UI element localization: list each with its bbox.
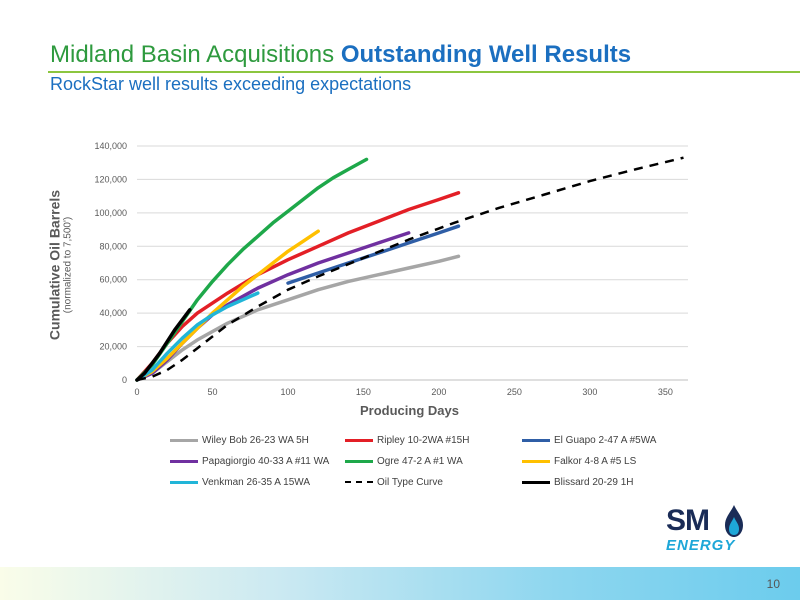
x-tick-label: 150 [356, 387, 371, 397]
legend-item: Ogre 47-2 A #1 WA [345, 453, 463, 469]
series-line-blissard-20-29-1h [135, 308, 192, 382]
legend-swatch [345, 481, 373, 483]
x-tick-label: 350 [658, 387, 673, 397]
page-number: 10 [766, 577, 780, 591]
legend-label: Venkman 26-35 A 15WA [202, 476, 311, 488]
y-tick-label: 60,000 [99, 275, 127, 285]
chart-svg: 0 20,000 40,000 60,000 80,000 100,000 120,000 1… [94, 141, 688, 397]
legend-swatch [345, 438, 373, 442]
legend-label: Papagiorgio 40-33 A #11 WA [202, 455, 330, 467]
legend-label: Falkor 4-8 A #5 LS [554, 455, 637, 467]
legend-item: Falkor 4-8 A #5 LS [522, 453, 636, 469]
flame-icon [725, 505, 743, 537]
legend-label: El Guapo 2-47 A #5WA [554, 434, 657, 446]
logo-sm-text: SM [666, 504, 710, 537]
title-part-1: Midland Basin Acquisitions [50, 41, 341, 68]
series-line-ripley-10-2wa-15h [135, 191, 461, 382]
legend-item: Wiley Bob 26-23 WA 5H [170, 432, 309, 448]
legend-label: Oil Type Curve [377, 476, 443, 488]
company-logo: SM ENERGY [666, 500, 756, 560]
y-axis-label: Cumulative Oil Barrels (normalized to 7,… [47, 190, 74, 340]
legend-swatch [170, 438, 198, 442]
legend-item: El Guapo 2-47 A #5WA [522, 432, 656, 448]
chart-ticks: 0 20,000 40,000 60,000 80,000 100,000 120,000 1… [94, 141, 672, 397]
y-axis-subtitle: (normalized to 7,500') [62, 216, 74, 314]
y-axis-label-wrap: Cumulative Oil Barrels (normalized to 7,… [30, 140, 90, 390]
x-tick-label: 100 [280, 387, 295, 397]
y-tick-label: 100,000 [94, 208, 127, 218]
y-axis-title: Cumulative Oil Barrels [46, 189, 63, 341]
x-tick-label: 300 [582, 387, 597, 397]
footer-band [0, 567, 800, 600]
x-axis-label: Producing Days [360, 403, 459, 418]
x-tick-label: 200 [431, 387, 446, 397]
x-tick-label: 0 [134, 387, 139, 397]
legend-swatch [345, 459, 373, 463]
legend-item: Papagiorgio 40-33 A #11 WA [170, 453, 329, 469]
y-tick-label: 0 [122, 375, 127, 385]
slide-title: Midland Basin Acquisitions Outstanding W… [50, 40, 631, 70]
series-line-wiley-bob-26-23-wa-5h [135, 254, 461, 382]
legend-label: Ripley 10-2WA #15H [377, 434, 470, 446]
legend-item: Blissard 20-29 1H [522, 474, 633, 490]
legend-item: Oil Type Curve [345, 474, 443, 490]
y-tick-label: 140,000 [94, 141, 127, 151]
slide-subtitle: RockStar well results exceeding expectat… [50, 74, 412, 94]
y-tick-label: 120,000 [94, 174, 127, 184]
legend-swatch [522, 459, 550, 463]
legend-label: Ogre 47-2 A #1 WA [377, 455, 463, 467]
y-tick-label: 20,000 [99, 342, 127, 352]
title-part-2: Outstanding Well Results [340, 41, 632, 68]
legend-label: Blissard 20-29 1H [554, 476, 634, 488]
legend-swatch [522, 438, 550, 442]
chart-series [135, 156, 684, 382]
legend-item: Ripley 10-2WA #15H [345, 432, 469, 448]
x-tick-label: 50 [207, 387, 217, 397]
y-tick-label: 40,000 [99, 308, 127, 318]
series-line-falkor-4-8-a-5-ls [135, 229, 320, 382]
title-divider [48, 71, 800, 73]
series-line-venkman-26-35-a-15wa [135, 291, 260, 382]
legend-swatch [170, 459, 198, 463]
logo-energy-text: ENERGY [666, 537, 736, 554]
y-tick-label: 80,000 [99, 241, 127, 251]
chart-legend: Wiley Bob 26-23 WA 5H Ripley 10-2WA #15H E… [170, 432, 730, 502]
legend-swatch [522, 480, 550, 484]
series-line-oil-type-curve [136, 156, 684, 382]
legend-label: Wiley Bob 26-23 WA 5H [202, 434, 309, 446]
legend-swatch [170, 480, 198, 484]
legend-item: Venkman 26-35 A 15WA [170, 474, 310, 490]
x-tick-label: 250 [507, 387, 522, 397]
